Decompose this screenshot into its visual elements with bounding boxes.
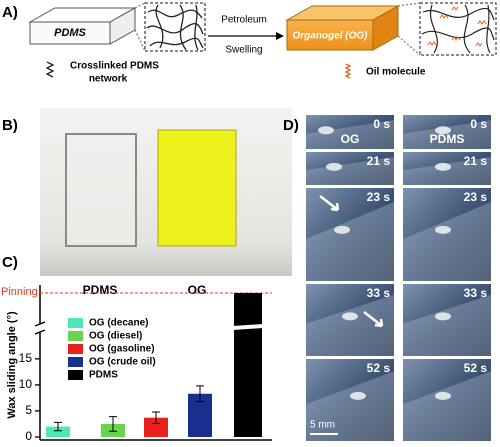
panel-label: C) xyxy=(2,254,18,271)
error-bar xyxy=(109,416,117,432)
panel-label: A) xyxy=(2,4,18,21)
video-frame xyxy=(306,188,394,281)
axis-break-gap xyxy=(232,323,264,331)
error-bar xyxy=(152,411,160,424)
droplet xyxy=(350,391,366,400)
arrow-label: Swelling xyxy=(225,45,262,56)
legend-swatch xyxy=(68,370,83,380)
substrate xyxy=(403,201,491,281)
pdms-label: PDMS xyxy=(54,27,86,39)
panel-label: B) xyxy=(2,117,18,134)
organogel-label: Organogel (OG) xyxy=(293,31,369,42)
y-tick-label: 0 xyxy=(25,429,32,443)
scale-label: 5 mm xyxy=(310,420,335,431)
column-label: OG xyxy=(341,132,360,146)
oil-legend: Oil molecule xyxy=(366,67,426,78)
time-label: 0 s xyxy=(470,117,487,131)
og-sample xyxy=(157,129,237,247)
chart: 0 5 10 15 Pinning OG (decane) OG (diesel) OG (g… xyxy=(1,285,272,443)
column-label: PDMS xyxy=(430,132,465,146)
time-label: 21 s xyxy=(367,154,391,168)
swollen-zoom xyxy=(397,2,497,56)
droplet xyxy=(334,225,350,234)
droplet xyxy=(435,162,451,171)
photo-grid: 0 s 21 s 23 s 33 s 52 s OG 0 s 21 s 23 s 33 s 52 s… xyxy=(306,115,491,441)
error-bar xyxy=(196,385,204,403)
pinning-bar xyxy=(234,293,262,437)
bar xyxy=(46,426,70,437)
substrate xyxy=(403,156,491,185)
substrate xyxy=(306,120,394,149)
legend-swatch xyxy=(68,331,83,341)
substrate xyxy=(306,294,394,356)
organogel-slab xyxy=(285,5,400,51)
arrow xyxy=(319,195,340,212)
y-tick-label: 5 xyxy=(25,403,32,417)
droplet xyxy=(342,312,358,321)
legend-swatch xyxy=(68,357,83,367)
video-frame xyxy=(403,284,491,356)
legend-label: OG (decane) xyxy=(89,318,148,329)
legend-label: OG (diesel) xyxy=(89,331,142,342)
pdms-slab xyxy=(28,7,137,45)
droplet xyxy=(435,312,451,321)
time-label: 23 s xyxy=(464,190,488,204)
bar xyxy=(144,417,168,437)
droplet xyxy=(435,225,451,234)
time-label: 33 s xyxy=(464,286,488,300)
legend-label: OG (gasoline) xyxy=(89,344,155,355)
video-frame xyxy=(306,152,394,185)
substrate xyxy=(403,371,491,441)
axis-break xyxy=(34,321,46,335)
video-frame xyxy=(403,359,491,441)
arrow xyxy=(208,32,284,40)
time-label: 23 s xyxy=(367,190,391,204)
y-tick-label: 10 xyxy=(19,377,33,391)
time-label: 33 s xyxy=(367,286,391,300)
time-label: 52 s xyxy=(464,361,488,375)
pdms-sample xyxy=(65,133,137,247)
legend-swatch xyxy=(68,344,83,354)
pinning-label: Pinning xyxy=(1,286,38,298)
legend-label: PDMS xyxy=(89,370,118,381)
panel-label: D) xyxy=(283,117,299,134)
droplet xyxy=(435,391,451,400)
network-legend: network xyxy=(89,74,128,85)
substrate xyxy=(306,201,394,281)
video-frame xyxy=(306,359,394,441)
legend-label: OG (crude oil) xyxy=(89,357,156,368)
time-label: 0 s xyxy=(373,117,390,131)
network-icon xyxy=(45,61,55,78)
substrate xyxy=(403,294,491,356)
network-zoom xyxy=(134,2,206,52)
y-tick-label: 15 xyxy=(19,351,33,365)
substrate xyxy=(403,120,491,149)
time-label: 21 s xyxy=(464,154,488,168)
droplet xyxy=(435,126,451,135)
sample-label: OG xyxy=(188,283,207,297)
y-axis-label: Wax sliding angle (°) xyxy=(6,311,18,419)
network-legend: Crosslinked PDMS xyxy=(70,61,159,72)
legend-swatch xyxy=(68,318,83,328)
time-label: 52 s xyxy=(367,361,391,375)
arrow xyxy=(363,311,384,328)
droplet xyxy=(318,126,334,135)
sample-label: PDMS xyxy=(83,283,118,297)
arrow-label: Petroleum xyxy=(221,15,267,26)
video-frame xyxy=(403,188,491,281)
error-bar xyxy=(54,421,62,432)
substrate xyxy=(306,371,394,441)
substrate xyxy=(306,156,394,185)
droplet xyxy=(326,162,342,171)
oil-icon xyxy=(344,63,352,79)
